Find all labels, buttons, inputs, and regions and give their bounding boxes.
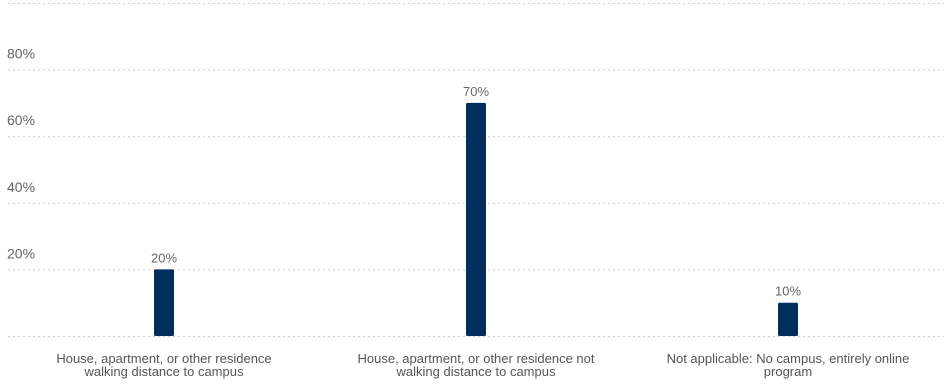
x-category-label-line: House, apartment, or other residence bbox=[56, 351, 271, 366]
data-label: 70% bbox=[463, 84, 489, 99]
x-category-label-line: walking distance to campus bbox=[84, 364, 244, 379]
x-category-label-line: walking distance to campus bbox=[396, 364, 556, 379]
x-axis-category-labels: House, apartment, or other residence walk… bbox=[56, 351, 909, 379]
bar bbox=[154, 269, 174, 336]
x-category-label-line: program bbox=[764, 364, 812, 379]
x-category-label: House, apartment, or other residence not… bbox=[357, 351, 594, 379]
x-category-label-line: Not applicable: No campus, entirely onli… bbox=[667, 351, 910, 366]
data-label: 20% bbox=[151, 250, 177, 265]
data-labels: 20% 70% 10% bbox=[151, 84, 801, 299]
y-tick-label: 60% bbox=[7, 112, 35, 128]
y-tick-label: 80% bbox=[7, 46, 35, 62]
x-category-label: Not applicable: No campus, entirely onli… bbox=[667, 351, 910, 379]
bar bbox=[466, 102, 486, 337]
bars bbox=[154, 102, 798, 337]
y-tick-label: 20% bbox=[7, 245, 35, 261]
bar bbox=[778, 302, 798, 336]
data-label: 10% bbox=[775, 284, 801, 299]
y-axis-tick-labels: 20%40%60%80%100% bbox=[7, 46, 35, 262]
x-category-label-line: House, apartment, or other residence not bbox=[357, 351, 594, 366]
x-category-label: House, apartment, or other residence walk… bbox=[56, 351, 271, 379]
y-tick-label: 40% bbox=[7, 179, 35, 195]
